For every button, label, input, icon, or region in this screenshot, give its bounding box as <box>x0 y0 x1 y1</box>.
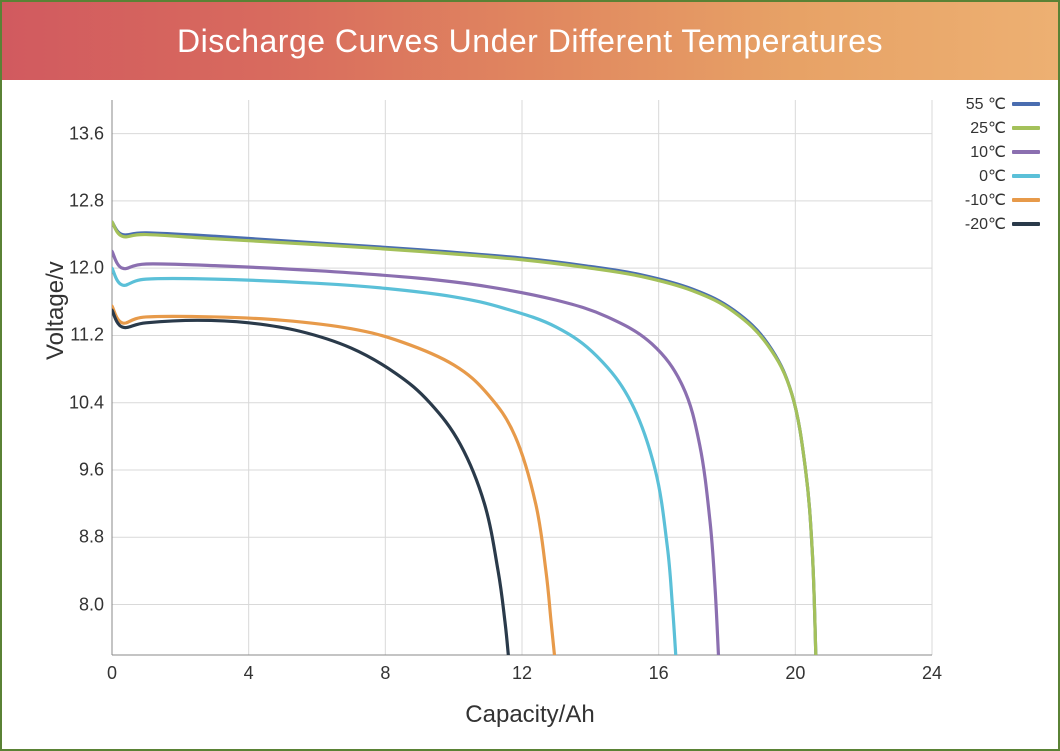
plot-svg <box>112 100 932 655</box>
chart-area: Voltage/v Capacity/Ah 8.08.89.610.411.21… <box>2 80 1058 751</box>
legend-item: -20℃ <box>965 212 1040 236</box>
y-tick-label: 8.0 <box>79 594 104 615</box>
y-tick-label: 11.2 <box>70 325 104 346</box>
x-tick-label: 20 <box>785 663 805 684</box>
chart-frame: Discharge Curves Under Different Tempera… <box>0 0 1060 751</box>
legend-swatch <box>1012 198 1040 202</box>
x-tick-label: 24 <box>922 663 942 684</box>
series-line <box>112 268 676 655</box>
series-line <box>112 251 718 655</box>
chart-title: Discharge Curves Under Different Tempera… <box>177 23 883 60</box>
series-line <box>112 222 816 655</box>
y-axis-label: Voltage/v <box>42 261 70 360</box>
legend-swatch <box>1012 222 1040 226</box>
series-line <box>112 306 554 655</box>
legend-item: 25℃ <box>965 116 1040 140</box>
legend-item: 0℃ <box>965 164 1040 188</box>
legend-label: 55 ℃ <box>966 94 1006 114</box>
x-tick-label: 12 <box>512 663 532 684</box>
y-tick-label: 9.6 <box>79 460 104 481</box>
legend-item: 55 ℃ <box>965 92 1040 116</box>
y-tick-label: 10.4 <box>69 392 104 413</box>
legend-swatch <box>1012 102 1040 106</box>
legend-label: -10℃ <box>965 190 1006 210</box>
x-tick-label: 16 <box>649 663 669 684</box>
legend-label: 0℃ <box>979 166 1006 186</box>
series-line <box>112 222 816 655</box>
plot-box: 8.08.89.610.411.212.012.813.604812162024 <box>112 100 932 655</box>
y-tick-label: 8.8 <box>79 527 104 548</box>
chart-header: Discharge Curves Under Different Tempera… <box>2 2 1058 80</box>
legend-label: -20℃ <box>965 214 1006 234</box>
y-tick-label: 12.0 <box>69 258 104 279</box>
x-tick-label: 8 <box>380 663 390 684</box>
legend-swatch <box>1012 174 1040 178</box>
legend-item: 10℃ <box>965 140 1040 164</box>
x-tick-label: 4 <box>244 663 254 684</box>
legend: 55 ℃ 25℃ 10℃ 0℃ -10℃ -20℃ <box>965 92 1040 236</box>
legend-swatch <box>1012 126 1040 130</box>
legend-label: 25℃ <box>970 118 1006 138</box>
y-tick-label: 12.8 <box>69 190 104 211</box>
legend-item: -10℃ <box>965 188 1040 212</box>
x-tick-label: 0 <box>107 663 117 684</box>
x-axis-label: Capacity/Ah <box>2 701 1058 729</box>
legend-label: 10℃ <box>970 142 1006 162</box>
y-tick-label: 13.6 <box>69 123 104 144</box>
legend-swatch <box>1012 150 1040 154</box>
